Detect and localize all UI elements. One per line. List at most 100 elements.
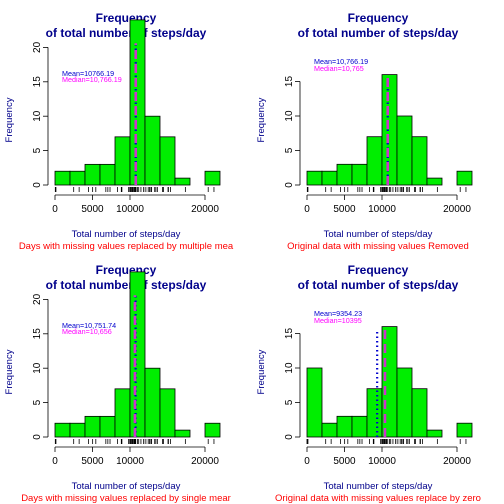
x-axis-label: Total number of steps/day [324, 229, 433, 240]
y-tick-label: 0 [284, 434, 295, 440]
histogram-bar [366, 136, 383, 186]
histogram-bar [321, 170, 338, 186]
chart-title-line1: Frequency [96, 263, 157, 277]
y-tick-label: 20 [32, 41, 43, 53]
chart-title-line2: of total number of steps/day [298, 278, 459, 292]
x-tick-label: 10000 [368, 456, 396, 467]
y-tick-label: 10 [32, 110, 43, 122]
histogram-bar [54, 422, 71, 438]
x-tick-label: 5000 [333, 456, 356, 467]
median-annotation: Median=10,656 [62, 327, 112, 336]
x-tick-label: 10000 [368, 204, 396, 215]
histogram-bar [426, 429, 443, 438]
histogram-bar [99, 163, 116, 186]
histogram-bar [159, 388, 176, 438]
x-tick-label: 20000 [191, 456, 219, 467]
y-axis-label: Frequency [4, 97, 15, 142]
x-axis-label: Total number of steps/day [72, 481, 181, 492]
median-annotation: Median=10395 [314, 316, 362, 325]
histogram-bar [99, 415, 116, 438]
y-tick-label: 0 [32, 182, 43, 188]
histogram-bar [411, 136, 428, 186]
histogram-bar [84, 163, 101, 186]
histogram-bar [396, 115, 413, 186]
histogram-bar [351, 415, 368, 438]
histogram-bar [411, 388, 428, 438]
x-tick-label: 0 [304, 456, 310, 467]
histogram-bar [69, 170, 86, 186]
y-tick-label: 15 [284, 76, 295, 88]
chart-title-line1: Frequency [348, 11, 409, 25]
histogram-bar [321, 422, 338, 438]
y-tick-label: 20 [32, 293, 43, 305]
histogram-bar [54, 170, 71, 186]
chart-subtitle: Days with missing values replaced by sin… [21, 493, 231, 504]
x-tick-label: 10000 [116, 456, 144, 467]
y-tick-label: 15 [284, 328, 295, 340]
x-tick-label: 20000 [443, 204, 471, 215]
x-axis-label: Total number of steps/day [72, 229, 181, 240]
x-tick-label: 10000 [116, 204, 144, 215]
y-tick-label: 5 [32, 399, 43, 405]
histogram-bar [306, 170, 323, 186]
chart-title-line1: Frequency [348, 263, 409, 277]
x-tick-label: 5000 [333, 204, 356, 215]
y-tick-label: 10 [284, 110, 295, 122]
y-tick-label: 0 [32, 434, 43, 440]
histogram-bar [174, 429, 191, 438]
y-axis-label: Frequency [256, 97, 267, 142]
median-annotation: Median=10,766.19 [62, 75, 122, 84]
mean-annotation: Mean=10,766.19 [314, 57, 368, 66]
y-tick-label: 5 [284, 399, 295, 405]
chart-subtitle: Original data with missing values replac… [275, 493, 481, 504]
chart-title-line1: Frequency [96, 11, 157, 25]
histogram-bar [456, 170, 473, 186]
histogram-bar [144, 115, 161, 186]
x-tick-label: 5000 [81, 456, 104, 467]
histogram-bar [84, 415, 101, 438]
histogram-bar [396, 367, 413, 438]
histogram-bar [174, 177, 191, 186]
y-axis-label: Frequency [4, 349, 15, 394]
y-tick-label: 10 [32, 362, 43, 374]
x-tick-label: 5000 [81, 204, 104, 215]
x-tick-label: 0 [304, 204, 310, 215]
histogram-bar [129, 271, 146, 438]
x-tick-label: 0 [52, 456, 58, 467]
histogram-bar [204, 170, 221, 186]
y-tick-label: 5 [284, 147, 295, 153]
histogram-bar [114, 388, 131, 438]
median-annotation: Median=10,765 [314, 64, 364, 73]
chart-title-line2: of total number of steps/day [298, 26, 459, 40]
histogram-bar [69, 422, 86, 438]
histogram-bar [456, 422, 473, 438]
y-tick-label: 5 [32, 147, 43, 153]
chart-subtitle: Original data with missing values Remove… [287, 241, 469, 252]
histogram-bar [306, 367, 323, 438]
mean-annotation: Mean=10766.19 [62, 69, 114, 78]
histogram-bar [204, 422, 221, 438]
histogram-bar [366, 388, 383, 438]
x-tick-label: 20000 [191, 204, 219, 215]
chart-title-line2: of total number of steps/day [46, 278, 207, 292]
histogram-bar [426, 177, 443, 186]
y-axis-label: Frequency [256, 349, 267, 394]
y-tick-label: 0 [284, 182, 295, 188]
mean-annotation: Mean=9354.23 [314, 309, 362, 318]
x-axis-label: Total number of steps/day [324, 481, 433, 492]
y-tick-label: 15 [32, 328, 43, 340]
y-tick-label: 15 [32, 76, 43, 88]
histogram-bar [114, 136, 131, 186]
histogram-bar [159, 136, 176, 186]
histogram-bar [381, 74, 398, 186]
x-tick-label: 0 [52, 204, 58, 215]
chart-title-line2: of total number of steps/day [46, 26, 207, 40]
histogram-bar [336, 415, 353, 438]
histogram-bar [129, 19, 146, 186]
histogram-bar [144, 367, 161, 438]
histogram-bar [336, 163, 353, 186]
